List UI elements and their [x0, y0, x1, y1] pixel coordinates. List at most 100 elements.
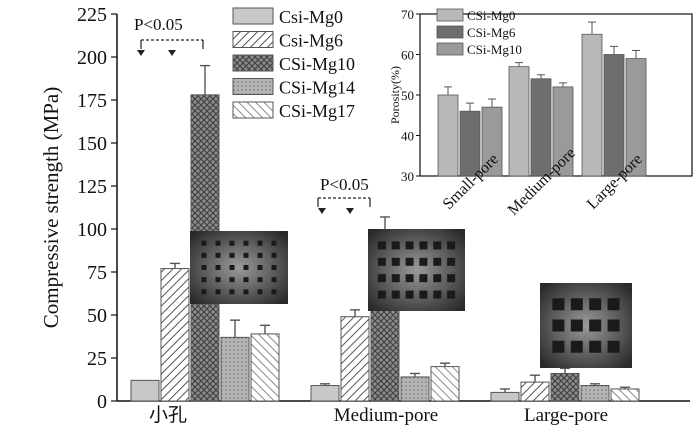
inset-legend-swatch-csi-mg10	[436, 42, 464, 56]
scaffold-pore	[201, 277, 207, 283]
scaffold-pore	[377, 290, 386, 299]
scaffold-pore	[215, 240, 221, 246]
scaffold-pore	[447, 290, 456, 299]
scaffold-pore	[377, 241, 386, 250]
significance-arrow	[318, 208, 326, 214]
scaffold-pore	[243, 265, 249, 270]
bar-csi-mg17	[610, 388, 640, 402]
significance-arrow	[168, 50, 176, 56]
bar-csi-mg6	[520, 381, 550, 402]
inset-y-tick-label: 50	[401, 88, 414, 103]
scaffold-pore	[201, 289, 207, 295]
scaffold-pore	[391, 257, 400, 266]
scaffold-pore	[391, 274, 400, 283]
legend-label: CSi-Mg17	[279, 101, 355, 121]
scaffold-pore	[201, 240, 207, 246]
x-category-label: Large-pore	[524, 405, 608, 426]
y-tick-label: 0	[97, 391, 107, 413]
scaffold-pore	[419, 290, 428, 299]
bar-csi-mg17	[250, 333, 280, 402]
scaffold-pore	[271, 252, 277, 258]
legend-swatch-csi-mg14	[232, 78, 274, 95]
legend-swatch-csi-mg6	[232, 31, 274, 48]
inset-bar-csi-mg6	[603, 54, 625, 177]
bar-csi-mg6	[340, 316, 370, 402]
scaffold-pore	[405, 274, 414, 283]
inset-legend-label: CSi-Mg6	[467, 25, 516, 40]
scaffold-pore	[201, 252, 207, 258]
scaffold-pore	[215, 265, 221, 270]
y-tick-label: 25	[87, 348, 107, 370]
scaffold-pore	[229, 289, 235, 295]
bar-csi-mg6	[160, 268, 190, 402]
scaffold-pore	[257, 252, 263, 258]
scaffold-body	[368, 229, 465, 311]
legend-label: CSi-Mg10	[279, 54, 355, 74]
inset-bar-csi-mg0	[508, 66, 530, 177]
y-tick-label: 200	[77, 47, 107, 69]
inset-y-axis-title: Porosity(%)	[388, 66, 402, 124]
y-tick-label: 175	[77, 90, 107, 112]
bar-csi-mg14	[220, 336, 250, 402]
inset-legend-label: CSi-Mg0	[467, 8, 515, 23]
scaffold-pore	[589, 298, 602, 311]
y-tick-label: 75	[87, 262, 107, 284]
scaffold-pore	[271, 277, 277, 283]
bar-csi-mg0	[310, 385, 340, 402]
scaffold-pore	[271, 289, 277, 295]
y-tick-label: 150	[77, 133, 107, 155]
legend-swatch-csi-mg0	[232, 7, 274, 25]
inset-y-tick-label: 60	[401, 48, 414, 63]
scaffold-pore	[215, 252, 221, 258]
scaffold-image	[368, 229, 465, 311]
inset-bar-csi-mg6	[530, 78, 552, 177]
inset-bar-csi-mg0	[581, 33, 603, 177]
scaffold-pore	[447, 257, 456, 266]
y-tick-label: 50	[87, 305, 107, 327]
significance-label: P<0.05	[134, 15, 183, 34]
y-tick-label: 225	[77, 4, 107, 26]
scaffold-pore	[607, 298, 620, 311]
significance-label: P<0.05	[320, 175, 369, 194]
scaffold-pore	[271, 265, 277, 270]
bar-csi-mg0	[130, 379, 160, 402]
scaffold-pore	[447, 241, 456, 250]
scaffold-pore	[377, 257, 386, 266]
legend-label: CSi-Mg14	[279, 78, 355, 98]
scaffold-pore	[215, 277, 221, 283]
scaffold-pore	[271, 240, 277, 246]
y-tick-label: 125	[77, 176, 107, 198]
scaffold-pore	[433, 257, 442, 266]
scaffold-pore	[607, 319, 620, 332]
legend-label: Csi-Mg6	[279, 31, 343, 51]
scaffold-pore	[419, 274, 428, 283]
scaffold-pore	[201, 265, 207, 270]
y-axis-title: Compressive strength (MPa)	[39, 87, 63, 328]
bar-csi-mg0	[490, 391, 520, 402]
scaffold-pore	[589, 319, 602, 332]
scaffold-pore	[405, 290, 414, 299]
scaffold-pore	[552, 340, 565, 353]
significance-arrow	[346, 208, 354, 214]
bar-csi-mg17	[430, 366, 460, 402]
scaffold-pore	[570, 319, 583, 332]
scaffold-pore	[257, 265, 263, 270]
inset-legend-swatch-csi-mg6	[436, 25, 464, 39]
scaffold-pore	[257, 289, 263, 295]
scaffold-pore	[433, 290, 442, 299]
inset-legend-swatch-csi-mg0	[436, 8, 464, 22]
legend-label: Csi-Mg0	[279, 7, 343, 27]
y-tick-label: 100	[77, 219, 107, 241]
scaffold-pore	[377, 274, 386, 283]
scaffold-pore	[433, 241, 442, 250]
inset-y-tick-label: 40	[401, 129, 414, 144]
scaffold-pore	[257, 277, 263, 283]
scaffold-pore	[229, 265, 235, 270]
scaffold-image	[540, 283, 632, 368]
scaffold-pore	[552, 319, 565, 332]
scaffold-pore	[419, 241, 428, 250]
bar-csi-mg10	[550, 372, 580, 402]
scaffold-pore	[433, 274, 442, 283]
inset-legend-label: CSi-Mg10	[467, 42, 522, 57]
